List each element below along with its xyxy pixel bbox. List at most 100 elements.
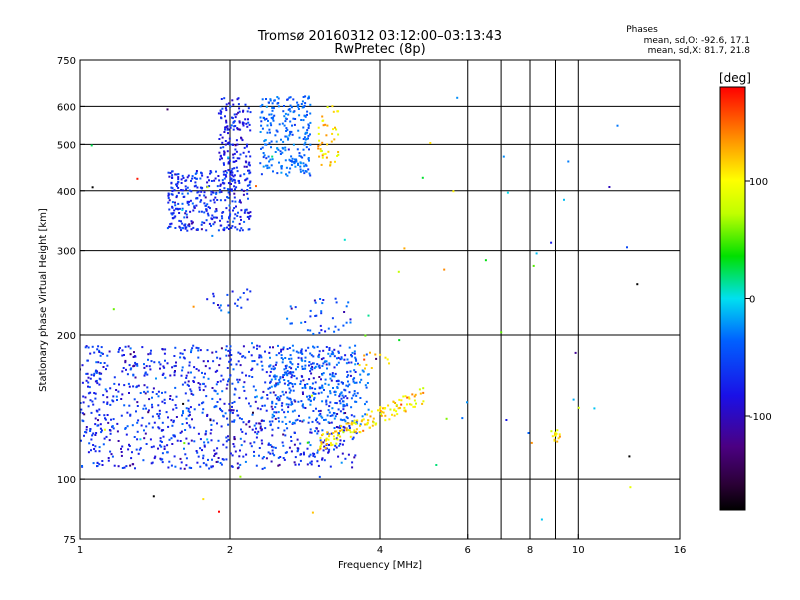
data-point [168, 199, 171, 202]
data-point [240, 444, 243, 447]
data-point [309, 428, 312, 431]
data-point [188, 361, 191, 364]
data-point [219, 109, 222, 112]
data-point [406, 396, 409, 399]
data-point [277, 97, 280, 100]
data-point [317, 126, 320, 129]
data-point [300, 400, 303, 403]
data-point [277, 105, 280, 108]
data-point [188, 466, 191, 469]
data-point [303, 367, 306, 370]
data-point [297, 447, 300, 450]
data-point [236, 170, 239, 173]
data-point [348, 429, 351, 432]
data-point [293, 461, 296, 464]
data-point [213, 389, 216, 392]
data-point [302, 126, 305, 129]
data-point [177, 202, 180, 205]
data-point [286, 174, 289, 177]
data-point [299, 442, 302, 445]
data-point [235, 363, 238, 366]
data-point [335, 442, 338, 445]
data-point [153, 421, 156, 424]
data-point [292, 111, 295, 114]
data-point [242, 151, 245, 154]
data-point [272, 107, 275, 110]
data-point [229, 359, 232, 362]
data-point [362, 370, 365, 373]
data-point [233, 436, 236, 438]
data-point [93, 392, 96, 394]
data-point [191, 202, 194, 205]
data-point [232, 220, 235, 223]
data-point [210, 180, 213, 182]
data-point [276, 397, 278, 400]
data-point [320, 378, 322, 381]
data-point [362, 418, 365, 421]
data-point [322, 433, 325, 436]
data-point [190, 371, 192, 374]
data-point [341, 394, 344, 397]
data-point [205, 430, 208, 433]
data-point [229, 358, 232, 361]
data-point [80, 439, 82, 442]
stats-line-x: mean, sd,X: 81.7, 21.8 [648, 46, 751, 56]
data-point [223, 97, 226, 100]
data-point [170, 181, 173, 184]
data-point [182, 176, 185, 179]
data-point [395, 404, 398, 407]
data-point [136, 177, 139, 180]
data-point [268, 420, 271, 423]
data-point [315, 417, 318, 420]
data-point [321, 457, 324, 460]
data-point [268, 166, 271, 169]
data-point [85, 345, 88, 348]
data-point [268, 374, 271, 377]
data-point [190, 439, 193, 442]
data-point [116, 430, 119, 433]
data-point [186, 186, 189, 189]
data-point [249, 129, 252, 132]
data-point [231, 167, 234, 170]
data-point [228, 209, 231, 212]
data-point [353, 429, 356, 432]
data-point [322, 153, 325, 156]
data-point [301, 368, 304, 370]
data-point [215, 216, 218, 219]
data-point [152, 495, 155, 498]
data-point [304, 364, 307, 367]
data-point [199, 447, 202, 450]
data-point [318, 448, 321, 451]
data-point [296, 418, 299, 421]
data-point [309, 370, 312, 373]
data-point [100, 431, 103, 434]
data-point [312, 355, 315, 358]
data-point [91, 434, 94, 437]
data-point [185, 417, 188, 420]
data-point [215, 383, 218, 386]
data-point [383, 407, 386, 410]
data-point [335, 430, 338, 433]
data-point [236, 467, 239, 470]
data-point [350, 414, 353, 417]
data-point [330, 444, 333, 447]
data-point [234, 116, 237, 119]
data-point [247, 212, 250, 215]
data-point [254, 389, 257, 392]
data-point [344, 389, 347, 392]
data-point [143, 390, 146, 393]
data-point [335, 380, 338, 383]
data-point [174, 173, 177, 176]
data-point [245, 122, 248, 125]
data-point [285, 451, 288, 454]
data-point [291, 385, 294, 388]
data-point [317, 464, 320, 467]
data-point [211, 234, 214, 237]
data-point [224, 107, 227, 110]
data-point [364, 403, 366, 406]
data-point [313, 396, 316, 399]
data-point [94, 392, 97, 395]
data-point [313, 453, 316, 455]
data-point [353, 350, 356, 353]
data-point [282, 147, 285, 150]
